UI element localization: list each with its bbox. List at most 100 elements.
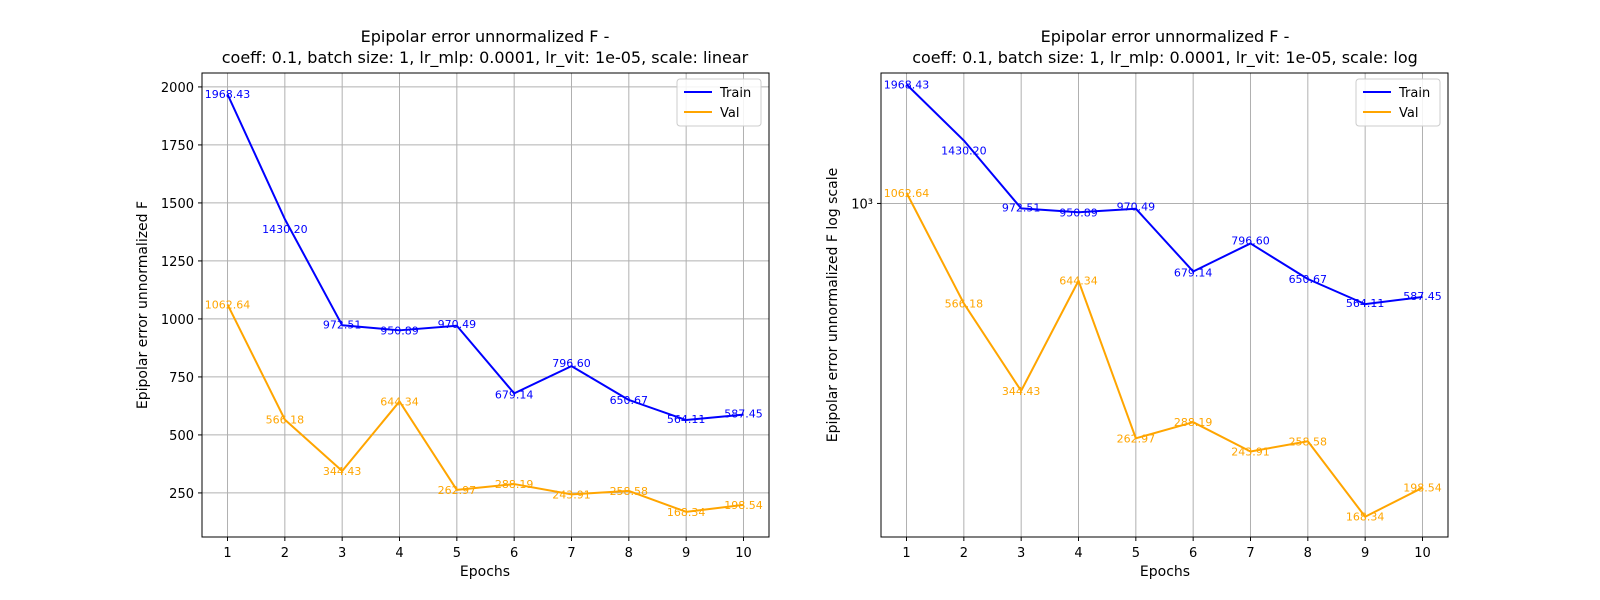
data-label-train: 796.60 <box>1231 234 1270 247</box>
y-tick-label: 250 <box>169 487 194 502</box>
y-tick-label: 1750 <box>161 139 194 154</box>
y-tick-label: 750 <box>169 371 194 386</box>
data-label-val: 344.43 <box>323 465 362 478</box>
x-tick-label: 1 <box>223 546 231 561</box>
chart-log: Epipolar error unnormalized F - coeff: 0… <box>825 27 1449 580</box>
chart-linear-data-labels: 1968.43 1430.20 972.51 950.89 970.49 679.14 79… <box>205 88 763 519</box>
chart-log-y-ticks: 10³ <box>851 197 881 212</box>
series-line-val <box>226 303 744 513</box>
chart-log-x-axis-label: Epochs <box>1140 564 1190 580</box>
data-label-val: 198.54 <box>1403 482 1442 495</box>
chart-linear-y-ticks: 250 500 750 1000 1250 1500 1750 2000 <box>161 81 202 502</box>
x-tick-label: 3 <box>1017 546 1025 561</box>
data-label-train: 564.11 <box>1346 297 1385 310</box>
chart-log-plot-frame <box>880 72 1449 538</box>
y-tick-label: 1500 <box>161 197 194 212</box>
data-label-train: 679.14 <box>1174 266 1213 279</box>
data-label-val: 198.54 <box>724 499 763 512</box>
chart-linear-grid <box>202 73 769 537</box>
y-tick-label: 1000 <box>161 313 194 328</box>
data-label-train: 650.67 <box>610 394 649 407</box>
data-label-val: 288.19 <box>1174 416 1213 429</box>
legend-train-label: Train <box>1398 86 1430 101</box>
data-label-train: 970.49 <box>1117 201 1156 214</box>
x-tick-label: 3 <box>338 546 346 561</box>
x-tick-label: 2 <box>281 546 289 561</box>
data-label-train: 650.67 <box>1289 273 1328 286</box>
data-label-val: 1062.64 <box>205 298 251 311</box>
chart-linear-title-line2: coeff: 0.1, batch size: 1, lr_mlp: 0.000… <box>222 48 749 68</box>
data-label-val: 344.43 <box>1002 385 1041 398</box>
data-label-val: 566.18 <box>945 297 984 310</box>
x-tick-label: 4 <box>1074 546 1082 561</box>
data-label-val: 262.97 <box>1117 432 1156 445</box>
data-label-train: 970.49 <box>438 318 477 331</box>
data-label-val: 1062.64 <box>884 187 930 200</box>
x-tick-label: 10 <box>1414 546 1431 561</box>
chart-log-title-line2: coeff: 0.1, batch size: 1, lr_mlp: 0.000… <box>912 48 1418 68</box>
data-label-train: 1430.20 <box>941 145 987 158</box>
data-label-train: 679.14 <box>495 388 534 401</box>
data-label-val: 258.58 <box>1289 435 1328 448</box>
x-tick-label: 7 <box>1246 546 1254 561</box>
x-tick-label: 6 <box>1189 546 1197 561</box>
data-label-val: 258.58 <box>610 485 649 498</box>
data-label-train: 1968.43 <box>205 88 251 101</box>
chart-linear-plot-frame <box>201 72 770 538</box>
chart-log-series <box>905 83 1423 518</box>
chart-linear-series <box>226 93 744 513</box>
x-tick-label: 8 <box>625 546 633 561</box>
legend-box <box>1355 78 1441 127</box>
chart-log-y-axis-label: Epipolar error unnormalized F log scale <box>825 168 841 442</box>
data-label-train: 1430.20 <box>262 223 308 236</box>
x-tick-label: 4 <box>395 546 403 561</box>
chart-log-title-line1: Epipolar error unnormalized F - <box>1041 27 1290 46</box>
x-tick-label: 2 <box>960 546 968 561</box>
data-label-val: 168.34 <box>1346 511 1385 524</box>
x-tick-label: 9 <box>682 546 690 561</box>
legend-val-label: Val <box>1399 106 1418 121</box>
y-tick-label: 2000 <box>161 81 194 96</box>
data-label-train: 972.51 <box>1002 201 1041 214</box>
data-label-train: 564.11 <box>667 413 706 426</box>
series-line-train <box>226 93 744 422</box>
x-tick-label: 5 <box>453 546 461 561</box>
legend-box <box>676 78 762 127</box>
x-tick-label: 10 <box>735 546 752 561</box>
chart-log-legend: Train Val <box>1355 78 1441 127</box>
chart-linear-y-axis-label: Epipolar error unnormalized F <box>135 201 151 409</box>
x-tick-label: 7 <box>567 546 575 561</box>
series-line-val <box>905 192 1423 518</box>
data-label-train: 950.89 <box>1059 206 1098 219</box>
chart-linear-legend: Train Val <box>676 78 762 127</box>
data-label-val: 243.91 <box>552 488 591 501</box>
y-tick-label: 10³ <box>851 197 873 212</box>
data-label-val: 644.34 <box>380 395 419 408</box>
data-label-train: 1968.43 <box>884 78 930 91</box>
data-label-val: 262.97 <box>438 484 477 497</box>
data-label-val: 243.91 <box>1231 446 1270 459</box>
x-tick-label: 8 <box>1304 546 1312 561</box>
chart-linear-x-axis-label: Epochs <box>460 564 510 580</box>
chart-log-data-labels: 1968.43 1430.20 972.51 950.89 970.49 679.14 79… <box>884 78 1442 523</box>
y-tick-label: 1250 <box>161 255 194 270</box>
data-label-train: 587.45 <box>724 408 763 421</box>
legend-val-label: Val <box>720 106 739 121</box>
x-tick-label: 5 <box>1132 546 1140 561</box>
data-label-train: 972.51 <box>323 318 362 331</box>
data-label-train: 950.89 <box>380 324 419 337</box>
x-tick-label: 6 <box>510 546 518 561</box>
x-tick-label: 1 <box>902 546 910 561</box>
data-label-train: 587.45 <box>1403 290 1442 303</box>
legend-train-label: Train <box>719 86 751 101</box>
series-line-train <box>905 83 1423 306</box>
data-label-val: 168.34 <box>667 506 706 519</box>
chart-linear-x-ticks: 1 2 3 4 5 6 7 8 9 10 <box>223 537 752 561</box>
y-tick-label: 500 <box>169 429 194 444</box>
data-label-val: 644.34 <box>1059 275 1098 288</box>
x-tick-label: 9 <box>1361 546 1369 561</box>
data-label-val: 566.18 <box>266 414 305 427</box>
data-label-train: 796.60 <box>552 357 591 370</box>
chart-linear: Epipolar error unnormalized F - coeff: 0… <box>135 27 770 580</box>
